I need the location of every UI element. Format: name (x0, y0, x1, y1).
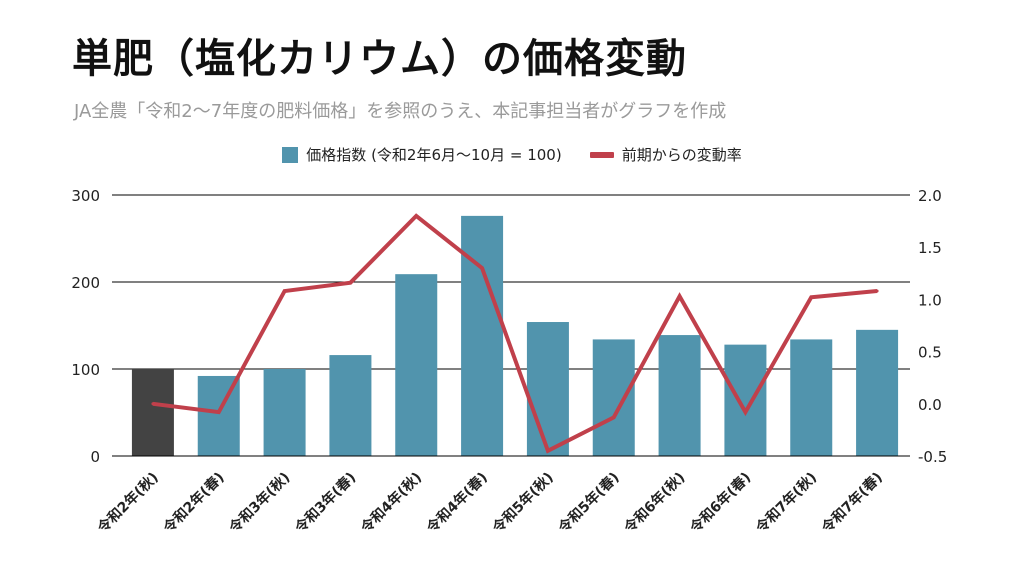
line-point (283, 289, 287, 293)
chart-subtitle: JA全農「令和2〜7年度の肥料価格」を参照のうえ、本記事担当者がグラフを作成 (74, 101, 727, 122)
x-tick-label: 令和2年(春) (159, 469, 227, 537)
x-tick-label: 令和7年(春) (818, 469, 886, 537)
y-left-tick-label: 300 (71, 187, 100, 205)
x-tick-label: 令和4年(春) (423, 469, 491, 537)
y-right-tick-label: -0.5 (918, 448, 947, 466)
chart-legend: 価格指数 (令和2年6月〜10月 = 100) 前期からの変動率 (0, 144, 1024, 165)
line-point (612, 415, 616, 419)
bar (131, 369, 174, 456)
legend-item-price-index: 価格指数 (令和2年6月〜10月 = 100) (282, 144, 562, 165)
bar (592, 339, 635, 456)
y-right-tick-label: 0.0 (918, 396, 942, 414)
line-point (678, 294, 682, 298)
legend-swatch-bar (282, 146, 299, 163)
x-tick-label: 令和4年(秋) (357, 469, 425, 537)
legend-label-price-index: 価格指数 (令和2年6月〜10月 = 100) (306, 146, 562, 164)
line-point (348, 281, 352, 285)
line-point (480, 266, 484, 270)
page-title: 単肥（塩化カリウム）の価格変動 (72, 36, 687, 82)
x-tick-label: 令和5年(春) (554, 469, 622, 537)
line-point (875, 289, 879, 293)
bar (329, 355, 372, 456)
line-point (217, 410, 221, 414)
y-left-tick-label: 100 (71, 361, 100, 379)
legend-item-change-rate: 前期からの変動率 (589, 144, 742, 165)
line-point (809, 295, 813, 299)
bar (526, 322, 569, 456)
change-rate-line (152, 213, 878, 454)
x-tick-label: 令和3年(秋) (225, 469, 293, 537)
x-tick-label: 令和6年(春) (686, 469, 754, 537)
y-right-tick-label: 2.0 (918, 187, 942, 205)
x-tick-label: 令和3年(春) (291, 469, 359, 537)
bar (856, 329, 899, 456)
legend-label-change-rate: 前期からの変動率 (621, 146, 742, 164)
y-right-tick-label: 1.5 (918, 239, 942, 257)
line-point (546, 449, 550, 453)
line-point (151, 402, 155, 406)
y-right-tick-label: 0.5 (918, 344, 942, 362)
x-tick-label: 令和5年(秋) (488, 469, 556, 537)
x-tick-label: 令和6年(秋) (620, 469, 688, 537)
bar (263, 369, 306, 456)
legend-swatch-line (589, 151, 614, 158)
bar (790, 339, 833, 456)
bar (658, 335, 701, 456)
line-point (414, 214, 418, 218)
y-left-tick-label: 200 (71, 274, 100, 292)
y-right-tick-label: 1.0 (918, 291, 942, 309)
x-tick-label: 令和7年(秋) (752, 469, 820, 537)
bar (724, 344, 767, 456)
bar (395, 274, 438, 456)
bar (461, 215, 504, 456)
y-left-tick-label: 0 (90, 448, 100, 466)
line-point (743, 410, 747, 414)
x-tick-label: 令和2年(秋) (93, 469, 161, 537)
